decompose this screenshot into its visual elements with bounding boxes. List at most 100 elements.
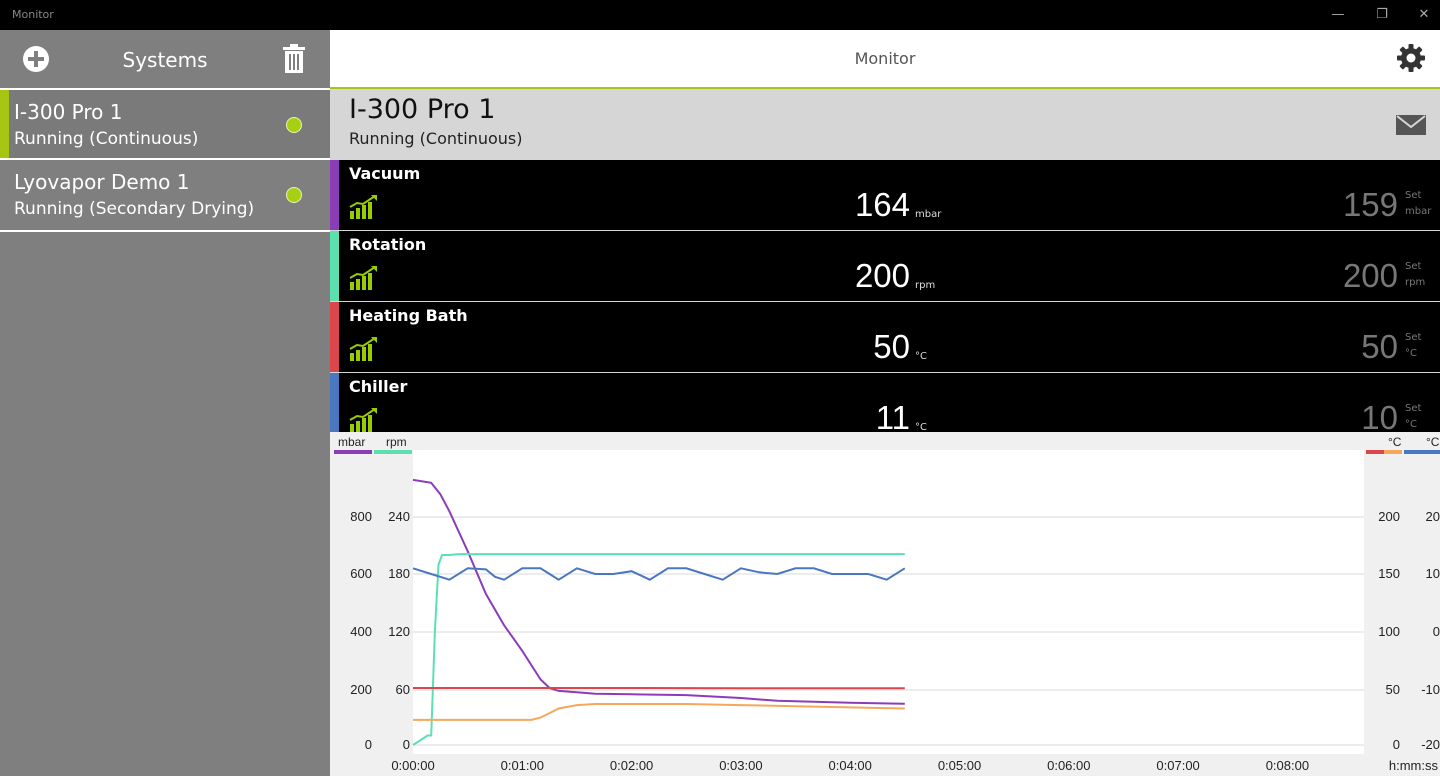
trend-chart-icon[interactable] <box>349 337 377 361</box>
axis-label-degc-bath: °C <box>1388 435 1402 449</box>
param-color-bar <box>330 231 339 301</box>
x-tick-label: 0:03:00 <box>719 758 762 773</box>
divider <box>330 301 1440 302</box>
sidebar-header: Systems <box>0 30 330 88</box>
tick-label-degc-bath: 200 <box>1378 509 1400 524</box>
param-unit: °C <box>915 351 927 362</box>
tick-label-degc-chiller: -10 <box>1421 682 1440 697</box>
sidebar-item-lyovapor-demo-1[interactable]: Lyovapor Demo 1 Running (Secondary Dryin… <box>0 158 330 228</box>
param-chiller[interactable]: Chiller 11 °C 10 Set °C <box>330 373 1440 433</box>
param-label: Chiller <box>349 377 408 396</box>
param-label: Vacuum <box>349 164 421 183</box>
param-set-unit: °C <box>1405 348 1417 359</box>
page-title: Monitor <box>854 49 916 68</box>
x-tick-label: 0:08:00 <box>1266 758 1309 773</box>
param-vacuum[interactable]: Vacuum 164 mbar 159 Set mbar <box>330 160 1440 230</box>
tick-label-rpm: 120 <box>388 624 410 639</box>
param-set-unit: °C <box>1405 419 1417 430</box>
sidebar-title: Systems <box>122 48 208 72</box>
tick-label-rpm: 60 <box>396 682 410 697</box>
gear-icon[interactable] <box>1396 43 1426 73</box>
tick-label-mbar: 800 <box>350 509 372 524</box>
sidebar-item-i300-pro-1[interactable]: I-300 Pro 1 Running (Continuous) <box>0 88 330 158</box>
axis-label-rpm: rpm <box>386 435 407 449</box>
axis-color-bath-2 <box>1384 450 1402 454</box>
tick-label-degc-chiller: 10 <box>1426 566 1440 581</box>
param-color-bar <box>330 160 339 230</box>
system-status: Running (Continuous) <box>14 129 199 149</box>
param-color-bar <box>330 373 339 433</box>
monitor-main: Monitor I-300 Pro 1 Running (Continuous)… <box>330 30 1440 776</box>
tick-label-degc-chiller: -20 <box>1421 737 1440 752</box>
tick-label-degc-bath: 100 <box>1378 624 1400 639</box>
axis-color-bath <box>1366 450 1384 454</box>
tick-label-degc-chiller: 0 <box>1433 624 1440 639</box>
trash-icon[interactable] <box>282 44 306 74</box>
tick-label-degc-chiller: 20 <box>1426 509 1440 524</box>
title-bar: Monitor — ❐ ✕ <box>0 0 1440 30</box>
param-set-unit: mbar <box>1405 206 1432 217</box>
x-axis-strip <box>330 754 1440 776</box>
selection-indicator <box>0 90 9 158</box>
param-set-label: Set <box>1405 332 1422 343</box>
param-set-label: Set <box>1405 190 1422 201</box>
param-set-value: 10 <box>1361 399 1398 433</box>
divider <box>0 230 330 232</box>
param-label: Rotation <box>349 235 427 254</box>
param-unit: rpm <box>915 280 936 291</box>
param-rotation[interactable]: Rotation 200 rpm 200 Set rpm <box>330 231 1440 301</box>
trend-chart-icon[interactable] <box>349 408 377 432</box>
param-set-value: 200 <box>1342 257 1398 294</box>
status-dot-icon <box>286 117 302 133</box>
x-tick-label: 0:06:00 <box>1047 758 1090 773</box>
series-line-degC_chiller-4 <box>412 567 906 581</box>
page-header: Monitor <box>330 30 1440 89</box>
param-value: 200 <box>854 257 910 294</box>
divider <box>330 372 1440 373</box>
close-button[interactable]: ✕ <box>1418 7 1430 22</box>
x-tick-label: 0:07:00 <box>1156 758 1199 773</box>
param-set-value: 159 <box>1342 186 1398 223</box>
systems-sidebar: Systems I-300 Pro 1 Running (Continuous)… <box>0 30 330 776</box>
axis-label-degc-chiller: °C <box>1426 435 1440 449</box>
param-heating-bath[interactable]: Heating Bath 50 °C 50 Set °C <box>330 302 1440 372</box>
x-axis-unit-label: h:mm:ss <box>1389 758 1439 773</box>
param-label: Heating Bath <box>349 306 468 325</box>
add-icon[interactable] <box>22 45 50 73</box>
trend-chart[interactable]: mbar rpm °C °C 800 240 200 20 600 180 150 10 400 120 1… <box>330 432 1440 776</box>
tick-label-degc-bath: 50 <box>1386 682 1400 697</box>
system-name: Lyovapor Demo 1 <box>14 170 190 194</box>
divider <box>330 230 1440 231</box>
param-set-unit: rpm <box>1405 277 1426 288</box>
x-tick-label: 0:00:00 <box>391 758 434 773</box>
param-value: 164 <box>854 186 910 223</box>
param-unit: °C <box>915 422 927 433</box>
restore-button[interactable]: ❐ <box>1376 7 1388 22</box>
window-title: Monitor <box>12 8 54 21</box>
tick-label-rpm: 180 <box>388 566 410 581</box>
minimize-button[interactable]: — <box>1331 7 1345 22</box>
tick-label-degc-bath: 150 <box>1378 566 1400 581</box>
system-status: Running (Continuous) <box>349 129 523 148</box>
system-name: I-300 Pro 1 <box>14 100 123 124</box>
axis-header-strip <box>330 432 1440 450</box>
series-line-rpm-1 <box>412 553 905 746</box>
right-axis-panel <box>1364 432 1440 776</box>
series-line-mbar-0 <box>412 478 905 705</box>
system-summary: I-300 Pro 1 Running (Continuous) <box>330 89 1440 160</box>
trend-chart-icon[interactable] <box>349 266 377 290</box>
axis-label-mbar: mbar <box>338 435 365 449</box>
tick-label-rpm: 0 <box>403 737 410 752</box>
param-value: 11 <box>875 399 910 433</box>
mail-icon[interactable] <box>1396 113 1426 137</box>
tick-label-rpm: 240 <box>388 509 410 524</box>
axis-color-rpm <box>374 450 412 454</box>
param-set-value: 50 <box>1361 328 1398 365</box>
param-set-label: Set <box>1405 261 1422 272</box>
system-name: I-300 Pro 1 <box>349 94 496 125</box>
axis-color-chiller <box>1404 450 1440 454</box>
x-tick-label: 0:05:00 <box>938 758 981 773</box>
series-line-degC_bath-3 <box>413 703 905 721</box>
trend-chart-icon[interactable] <box>349 195 377 219</box>
